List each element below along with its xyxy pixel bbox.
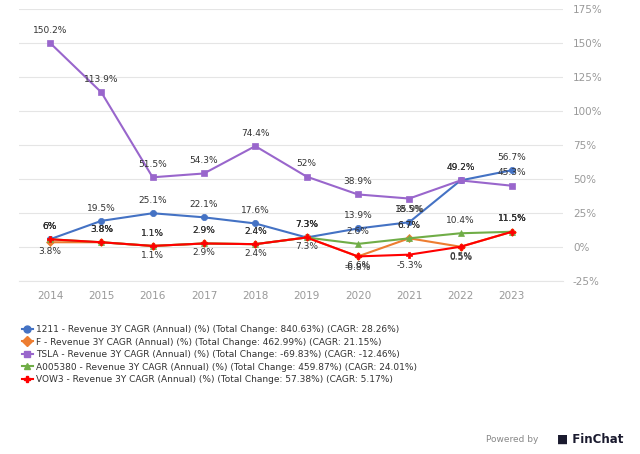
Text: 49.2%: 49.2% — [446, 163, 475, 172]
Text: 13.9%: 13.9% — [344, 211, 372, 220]
Text: 17.6%: 17.6% — [241, 206, 269, 215]
Text: 113.9%: 113.9% — [84, 75, 118, 84]
Text: 0.5%: 0.5% — [449, 252, 472, 261]
Text: 56.7%: 56.7% — [497, 153, 526, 162]
Text: 54.3%: 54.3% — [189, 156, 218, 165]
Text: 2.9%: 2.9% — [193, 226, 216, 235]
Text: 6.7%: 6.7% — [397, 221, 420, 230]
Text: Powered by: Powered by — [486, 435, 539, 444]
Text: 19.5%: 19.5% — [87, 203, 116, 212]
Text: 3.8%: 3.8% — [38, 247, 61, 256]
Text: 25.1%: 25.1% — [138, 196, 167, 205]
Text: 2.9%: 2.9% — [193, 248, 216, 257]
Text: 3.8%: 3.8% — [90, 225, 113, 234]
Text: 38.9%: 38.9% — [344, 177, 372, 186]
Text: 10.4%: 10.4% — [446, 216, 475, 225]
Text: 22.1%: 22.1% — [189, 200, 218, 209]
Text: 2.4%: 2.4% — [244, 249, 267, 258]
Text: 6%: 6% — [43, 222, 57, 231]
Text: 11.5%: 11.5% — [497, 214, 526, 223]
Text: 11.5%: 11.5% — [497, 214, 526, 223]
Text: -6.8%: -6.8% — [345, 263, 371, 271]
Text: 52%: 52% — [296, 159, 317, 168]
Text: 1.1%: 1.1% — [141, 229, 164, 237]
Legend: 1211 - Revenue 3Y CAGR (Annual) (%) (Total Change: 840.63%) (CAGR: 28.26%), F - : 1211 - Revenue 3Y CAGR (Annual) (%) (Tot… — [19, 321, 421, 388]
Text: 6%: 6% — [43, 222, 57, 231]
Text: 49.2%: 49.2% — [446, 163, 475, 172]
Text: 1.1%: 1.1% — [141, 229, 164, 237]
Text: 6.7%: 6.7% — [397, 221, 420, 230]
Text: -5.3%: -5.3% — [396, 261, 422, 270]
Text: -6.6%: -6.6% — [345, 262, 371, 270]
Text: 3.8%: 3.8% — [90, 225, 113, 234]
Text: 2.4%: 2.4% — [244, 227, 267, 236]
Text: 1.1%: 1.1% — [141, 251, 164, 260]
Text: 45.3%: 45.3% — [497, 168, 526, 178]
Text: 51.5%: 51.5% — [138, 160, 167, 169]
Text: 150.2%: 150.2% — [33, 25, 67, 35]
Text: 7.3%: 7.3% — [295, 242, 318, 252]
Text: 7.3%: 7.3% — [295, 220, 318, 229]
Text: 7.3%: 7.3% — [295, 220, 318, 229]
Text: ■ FinChat: ■ FinChat — [557, 433, 623, 446]
Text: 7.3%: 7.3% — [295, 220, 318, 229]
Text: 6%: 6% — [43, 222, 57, 231]
Text: 2.6%: 2.6% — [346, 227, 369, 236]
Text: 11.5%: 11.5% — [497, 214, 526, 223]
Text: 74.4%: 74.4% — [241, 129, 269, 138]
Text: 2.4%: 2.4% — [244, 227, 267, 236]
Text: 2.9%: 2.9% — [193, 226, 216, 235]
Text: 18.5%: 18.5% — [395, 205, 424, 214]
Text: 0.5%: 0.5% — [449, 253, 472, 262]
Text: 3.8%: 3.8% — [90, 225, 113, 234]
Text: 35.9%: 35.9% — [395, 205, 424, 214]
